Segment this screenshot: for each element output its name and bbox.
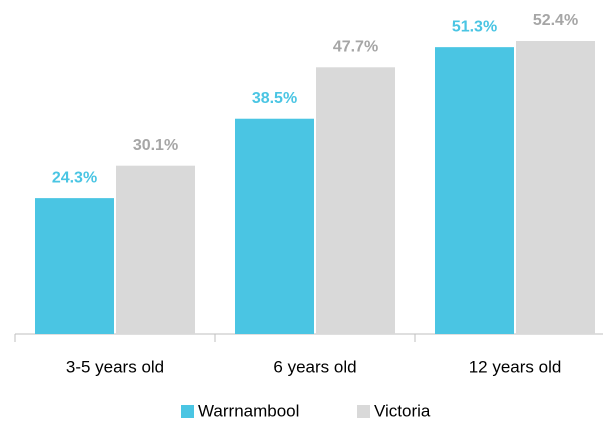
bar — [116, 165, 195, 334]
data-label: 47.7% — [333, 38, 378, 55]
legend-label: Victoria — [374, 401, 431, 420]
data-label: 30.1% — [133, 137, 178, 154]
bar — [516, 41, 595, 334]
bar — [435, 47, 514, 335]
bar — [235, 118, 314, 334]
x-tick-label: 12 years old — [469, 357, 562, 376]
bar — [35, 198, 114, 334]
data-label: 38.5% — [252, 90, 297, 107]
legend-swatch — [181, 405, 194, 418]
legend-swatch — [357, 405, 370, 418]
x-tick-label: 6 years old — [273, 357, 356, 376]
data-label: 52.4% — [533, 12, 578, 29]
bar — [316, 67, 395, 335]
data-label: 24.3% — [52, 169, 97, 186]
data-label: 51.3% — [452, 18, 497, 35]
legend-label: Warrnambool — [198, 401, 299, 420]
x-tick-label: 3-5 years old — [66, 357, 164, 376]
